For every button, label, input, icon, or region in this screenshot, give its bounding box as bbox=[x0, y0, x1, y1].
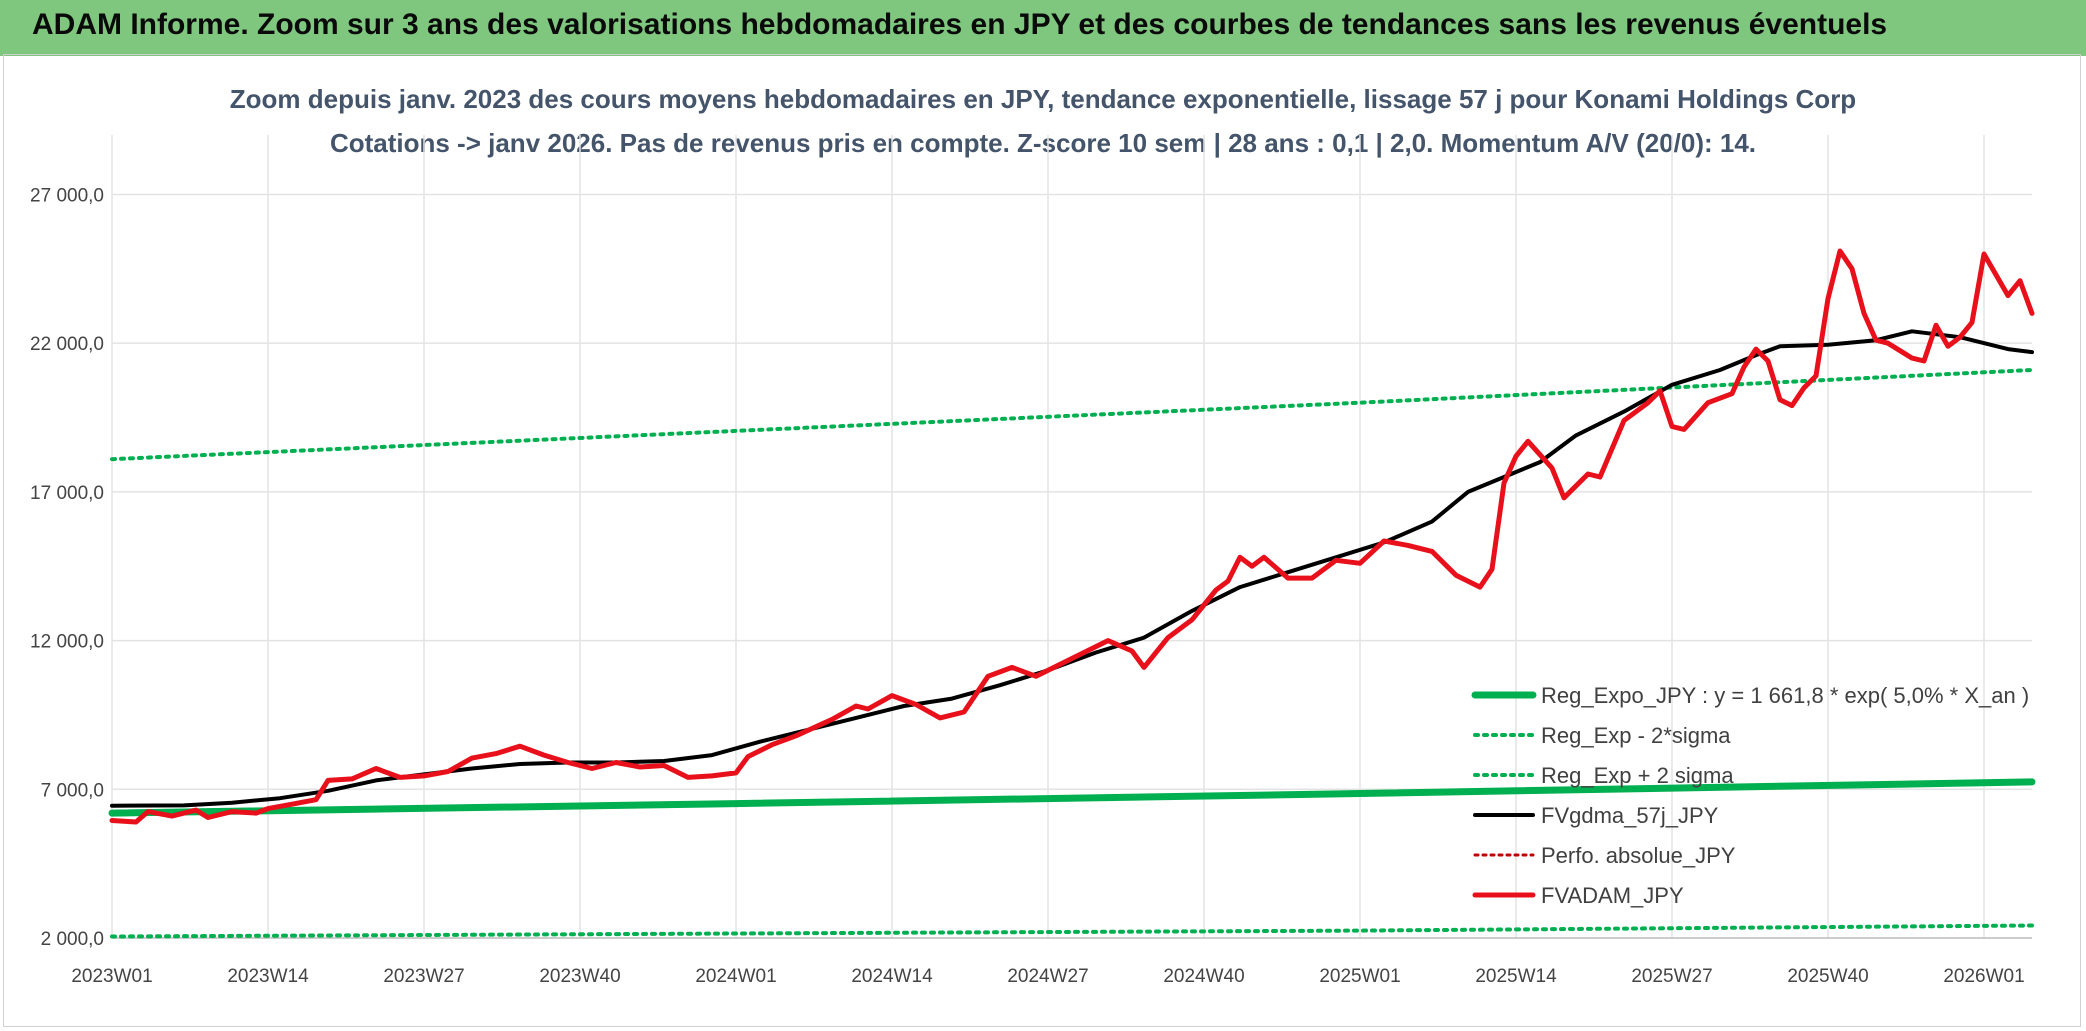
legend-label: FVADAM_JPY bbox=[1541, 883, 1684, 908]
x-tick-label: 2025W14 bbox=[1475, 966, 1557, 987]
x-axis: 2023W01 2023W14 2023W27 2023W40 2024W01 2024W… bbox=[71, 966, 2024, 987]
chart-subtitle: Cotations -> janv 2026. Pas de revenus p… bbox=[330, 128, 1756, 158]
x-tick-label: 2024W01 bbox=[695, 966, 776, 987]
x-tick-label: 2026W01 bbox=[1943, 966, 2024, 987]
chart-title: Zoom depuis janv. 2023 des cours moyens … bbox=[230, 84, 1856, 114]
header-banner: ADAM Informe. Zoom sur 3 ans des valoris… bbox=[0, 0, 2086, 56]
chart-frame bbox=[3, 54, 2081, 1027]
x-tick-label: 2024W27 bbox=[1007, 966, 1088, 987]
y-axis: 2 000,0 7 000,0 12 000,0 17 000,0 22 000,0 27… bbox=[30, 185, 104, 950]
x-tick-label: 2023W01 bbox=[71, 966, 152, 987]
legend-label: FVgdma_57j_JPY bbox=[1541, 803, 1719, 828]
x-tick-label: 2025W40 bbox=[1787, 966, 1868, 987]
legend-label: Reg_Exp + 2 sigma bbox=[1541, 763, 1734, 788]
y-tick-label: 12 000,0 bbox=[30, 632, 104, 653]
x-tick-label: 2023W14 bbox=[227, 966, 309, 987]
x-tick-label: 2024W14 bbox=[851, 966, 933, 987]
series-line-fvadam-jpy bbox=[109, 248, 2035, 825]
legend: Reg_Expo_JPY : y = 1 661,8 * exp( 5,0% *… bbox=[1471, 683, 2029, 908]
legend-label: Reg_Exp - 2*sigma bbox=[1541, 723, 1731, 748]
series-group bbox=[108, 248, 2036, 939]
x-tick-label: 2024W40 bbox=[1163, 966, 1244, 987]
y-tick-label: 27 000,0 bbox=[30, 185, 104, 206]
legend-label: Reg_Expo_JPY : y = 1 661,8 * exp( 5,0% *… bbox=[1541, 683, 2029, 708]
series-line-fvgdma-57j-jpy bbox=[110, 329, 2034, 808]
y-tick-label: 22 000,0 bbox=[30, 334, 104, 355]
series-line-reg-exp bbox=[110, 923, 2034, 939]
legend-label: Perfo. absolue_JPY bbox=[1541, 843, 1736, 868]
y-tick-label: 7 000,0 bbox=[41, 780, 104, 801]
x-tick-label: 2025W27 bbox=[1631, 966, 1712, 987]
x-tick-label: 2023W40 bbox=[539, 966, 620, 987]
grid bbox=[111, 135, 2032, 939]
x-tick-label: 2025W01 bbox=[1319, 966, 1400, 987]
series-line-reg-exp bbox=[110, 368, 2034, 462]
series-line-reg-expo-jpy bbox=[108, 778, 2036, 817]
y-tick-label: 2 000,0 bbox=[41, 929, 104, 950]
banner-title: ADAM Informe. Zoom sur 3 ans des valoris… bbox=[32, 8, 1888, 41]
y-tick-label: 17 000,0 bbox=[30, 483, 104, 504]
x-tick-label: 2023W27 bbox=[383, 966, 464, 987]
